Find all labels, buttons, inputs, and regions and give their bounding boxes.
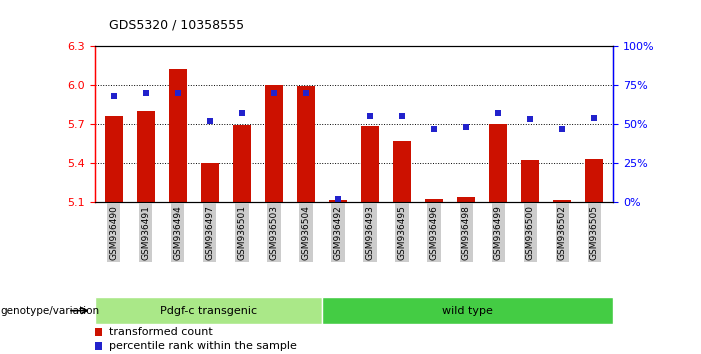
Text: GSM936503: GSM936503 [269, 205, 278, 260]
Bar [361, 126, 379, 202]
Bar [585, 159, 603, 202]
Text: transformed count: transformed count [109, 327, 212, 337]
Bar [393, 141, 411, 202]
Bar [105, 116, 123, 202]
Text: GSM936502: GSM936502 [557, 205, 566, 260]
Bar [457, 196, 475, 202]
Bar [489, 124, 507, 202]
Text: GSM936504: GSM936504 [301, 205, 311, 260]
Text: GSM936494: GSM936494 [173, 205, 182, 260]
Text: GSM936493: GSM936493 [365, 205, 374, 260]
Text: GSM936496: GSM936496 [430, 205, 439, 260]
Bar [201, 163, 219, 202]
Text: GSM936497: GSM936497 [205, 205, 215, 260]
Bar [233, 125, 251, 202]
Text: GSM936492: GSM936492 [334, 205, 343, 260]
Bar [137, 111, 155, 202]
Bar [169, 69, 186, 202]
Text: percentile rank within the sample: percentile rank within the sample [109, 341, 297, 350]
Bar [297, 86, 315, 202]
Text: GSM936500: GSM936500 [526, 205, 535, 260]
Text: genotype/variation: genotype/variation [0, 306, 99, 316]
Bar [322, 297, 613, 324]
Bar [329, 200, 347, 202]
Text: GSM936505: GSM936505 [590, 205, 599, 260]
Text: wild type: wild type [442, 306, 493, 316]
Text: GSM936495: GSM936495 [397, 205, 407, 260]
Text: Pdgf-c transgenic: Pdgf-c transgenic [160, 306, 257, 316]
Text: GSM936499: GSM936499 [494, 205, 503, 260]
Text: GSM936491: GSM936491 [142, 205, 151, 260]
Text: GSM936490: GSM936490 [109, 205, 118, 260]
Bar [553, 200, 571, 202]
Bar [426, 199, 443, 202]
Text: GSM936501: GSM936501 [238, 205, 247, 260]
Bar [95, 297, 322, 324]
Bar [265, 85, 283, 202]
Bar [522, 160, 539, 202]
Text: GSM936498: GSM936498 [461, 205, 470, 260]
Text: GDS5320 / 10358555: GDS5320 / 10358555 [109, 19, 244, 32]
